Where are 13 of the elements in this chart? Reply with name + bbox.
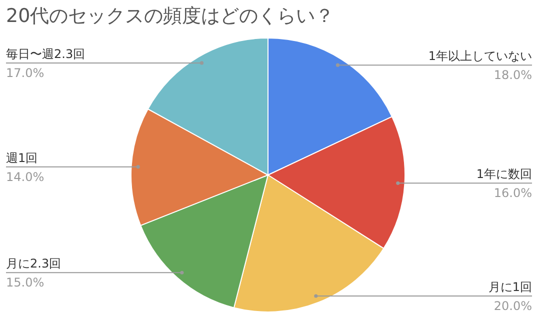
slice-label: 毎日〜週2.3回 <box>6 46 86 61</box>
data-label: 15.0% <box>6 276 44 290</box>
slice-label: 1年に数回 <box>476 167 532 182</box>
data-label: 16.0% <box>494 186 532 200</box>
data-label: 14.0% <box>6 170 44 184</box>
data-label: 20.0% <box>494 299 532 314</box>
slice-label: 週1回 <box>6 150 38 165</box>
slice-label: 1年以上していない <box>428 49 532 64</box>
data-label: 18.0% <box>494 68 532 82</box>
data-label: 17.0% <box>6 66 44 80</box>
slice-label: 月に1回 <box>488 280 532 294</box>
chart-title: 20代のセックスの頻度はどのくらい？ <box>6 5 334 27</box>
slice-label: 月に2.3回 <box>6 256 62 271</box>
